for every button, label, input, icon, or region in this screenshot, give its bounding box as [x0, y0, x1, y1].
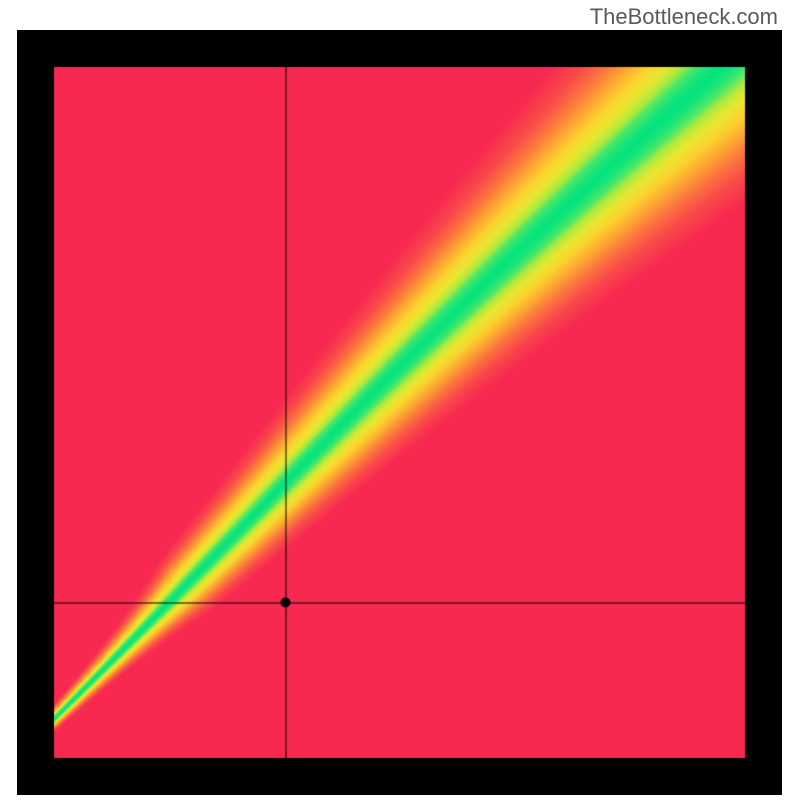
watermark-text: TheBottleneck.com	[590, 4, 778, 30]
heatmap-canvas	[17, 30, 782, 795]
bottleneck-heatmap-chart	[17, 30, 782, 795]
